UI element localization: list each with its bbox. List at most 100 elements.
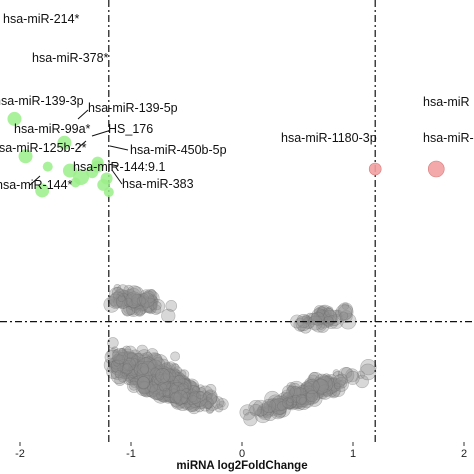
- background-point: [173, 385, 188, 400]
- background-point: [164, 372, 181, 389]
- background-point: [156, 384, 164, 392]
- background-point: [114, 367, 126, 379]
- background-point: [151, 372, 161, 382]
- label-connector: [29, 175, 41, 186]
- background-point: [127, 353, 140, 367]
- down-point: [57, 135, 72, 150]
- background-point: [178, 390, 188, 400]
- background-point: [316, 319, 330, 333]
- background-point: [204, 394, 221, 411]
- background-point: [310, 313, 319, 321]
- background-point: [168, 387, 179, 398]
- background-point: [146, 386, 158, 398]
- background-point: [179, 369, 190, 380]
- background-point: [170, 393, 187, 410]
- background-point: [185, 383, 201, 399]
- background-point: [163, 382, 173, 391]
- background-point: [315, 381, 328, 394]
- background-point: [136, 376, 150, 390]
- background-point: [159, 372, 172, 385]
- background-point: [144, 369, 154, 379]
- background-point: [275, 402, 285, 412]
- background-point: [127, 293, 143, 309]
- background-point: [137, 376, 150, 389]
- background-point: [206, 393, 218, 405]
- background-point: [172, 387, 187, 401]
- background-point: [327, 377, 342, 392]
- background-point: [164, 376, 180, 391]
- background-point: [175, 396, 186, 406]
- background-point: [288, 386, 303, 401]
- background-point: [338, 304, 354, 320]
- background-point: [157, 377, 172, 393]
- background-point: [332, 371, 344, 383]
- background-point: [131, 299, 142, 310]
- background-point: [153, 373, 163, 383]
- background-point: [121, 351, 132, 361]
- background-point: [111, 359, 121, 370]
- background-point: [194, 402, 205, 413]
- background-point: [160, 386, 171, 397]
- background-point: [154, 364, 170, 380]
- background-point: [130, 374, 142, 386]
- background-point: [127, 370, 143, 386]
- background-point: [185, 384, 201, 401]
- background-point: [160, 362, 176, 378]
- label-connector: [91, 130, 109, 137]
- background-point: [136, 294, 149, 307]
- background-point: [155, 372, 165, 381]
- background-point: [157, 372, 168, 383]
- background-point: [181, 385, 194, 398]
- background-point: [115, 295, 128, 308]
- background-point: [152, 374, 169, 391]
- background-point: [163, 374, 175, 386]
- background-point: [286, 400, 294, 407]
- background-point: [146, 348, 159, 361]
- background-point: [296, 313, 311, 328]
- background-point: [118, 373, 128, 383]
- background-point: [177, 383, 189, 395]
- background-point: [269, 402, 287, 420]
- background-point: [177, 375, 190, 388]
- background-point: [304, 379, 320, 395]
- background-point: [147, 370, 159, 382]
- background-point: [186, 392, 199, 405]
- background-point: [106, 364, 121, 379]
- background-point: [127, 371, 135, 379]
- background-point: [142, 375, 155, 389]
- x-tick-label: -1: [126, 448, 136, 460]
- background-point: [282, 400, 291, 408]
- background-point: [309, 385, 318, 395]
- background-point: [307, 385, 315, 393]
- background-point: [141, 295, 158, 312]
- background-point: [323, 377, 337, 391]
- background-point: [159, 369, 173, 383]
- background-point: [103, 357, 119, 373]
- background-point: [276, 399, 287, 410]
- background-point: [161, 387, 169, 394]
- background-point: [175, 378, 191, 395]
- background-point: [287, 389, 298, 400]
- background-point: [304, 391, 316, 402]
- background-point: [157, 381, 170, 394]
- background-point: [171, 391, 182, 402]
- label-connector: [77, 140, 87, 149]
- background-point: [118, 292, 129, 303]
- background-point: [287, 385, 296, 394]
- background-point: [287, 397, 297, 407]
- background-point: [188, 401, 198, 411]
- background-point: [134, 376, 143, 385]
- background-point: [153, 369, 166, 382]
- background-point: [130, 296, 140, 306]
- background-point: [126, 287, 141, 303]
- background-point: [146, 358, 158, 370]
- background-point: [257, 405, 266, 414]
- background-point: [143, 382, 154, 393]
- background-point: [167, 388, 181, 402]
- background-point: [150, 367, 161, 378]
- background-point: [153, 374, 164, 385]
- background-point: [166, 371, 174, 380]
- background-point: [259, 407, 268, 415]
- background-point: [133, 360, 150, 377]
- background-point: [158, 373, 166, 381]
